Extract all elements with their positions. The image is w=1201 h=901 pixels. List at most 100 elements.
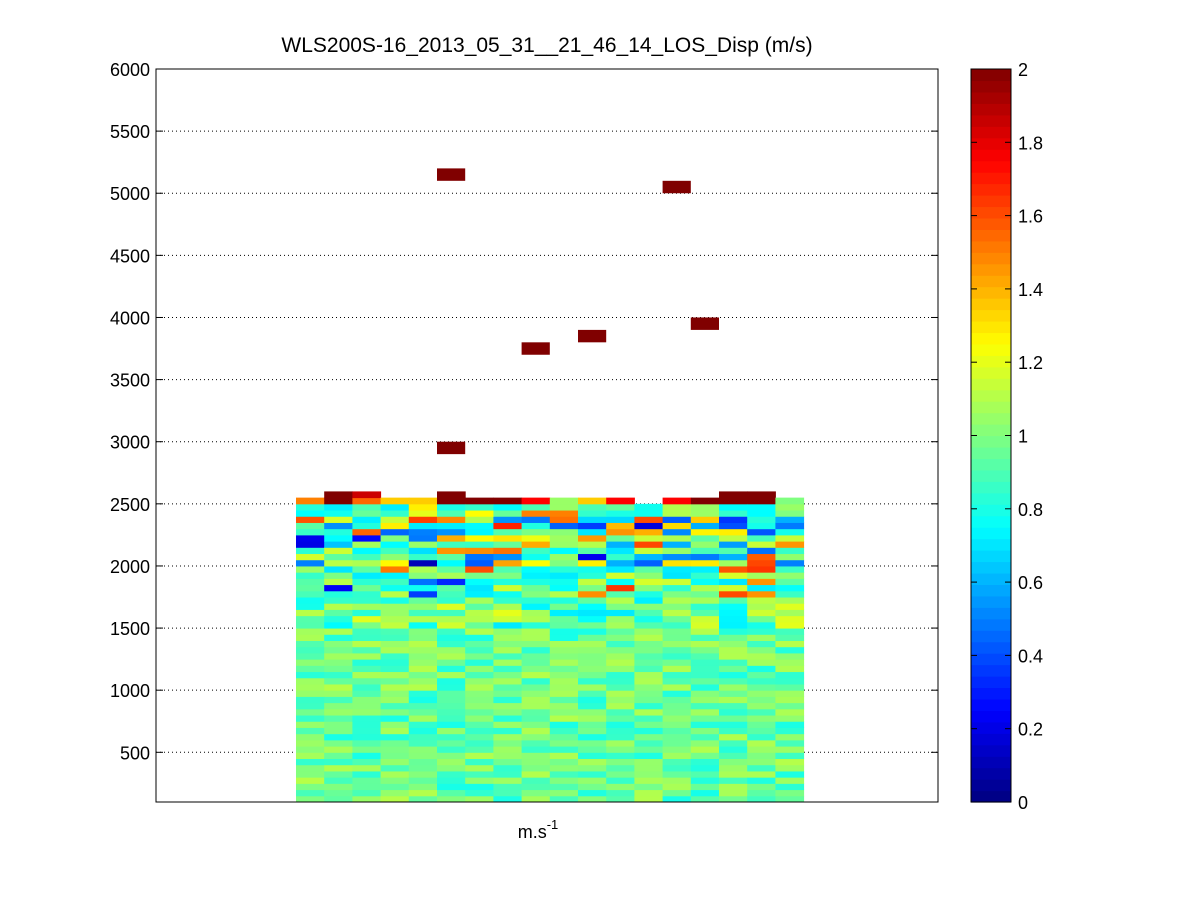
heatmap-cell [606,764,635,772]
heatmap-cell [380,652,410,660]
heatmap-cell [549,671,579,679]
heatmap-cell [437,646,466,654]
heatmap-cell [549,789,579,797]
heatmap-cell [690,597,720,604]
heatmap-cell [690,528,720,536]
heatmap-cell [634,621,664,629]
heatmap-cell [690,677,720,685]
heatmap-cell [324,634,353,641]
heatmap-cell [775,708,805,716]
heatmap-cell [493,739,523,747]
heatmap-cell [662,640,692,648]
heatmap-cell [747,572,776,579]
heatmap-cell [465,733,494,741]
heatmap-cell [634,565,664,573]
heatmap-cell [606,715,635,722]
colorbar-band [971,343,1011,356]
heatmap-cell [521,634,551,641]
heatmap-cell-upper [324,497,353,505]
heatmap-cell [634,572,664,579]
heatmap-cell [465,746,494,753]
colorbar-band [971,412,1011,425]
heatmap-cell [437,615,466,623]
heatmap-cell [352,715,382,722]
heatmap-cell [775,690,805,697]
colorbar-band [971,687,1011,700]
heatmap-cell [380,615,410,623]
heatmap-cell [549,746,579,753]
heatmap-cell [465,565,494,573]
heatmap-cell [719,609,748,617]
heatmap-cell [549,621,579,629]
heatmap-cell [775,584,805,592]
heatmap-cell-upper [747,510,776,517]
heatmap-cell-upper [408,503,438,511]
heatmap-cell-upper [606,497,635,505]
heatmap-cell [634,640,664,648]
heatmap-cell [324,727,353,735]
heatmap-cell-upper [352,510,382,517]
heatmap-cell [493,752,523,760]
heatmap-cell [521,522,551,530]
heatmap-cell [690,727,720,735]
heatmap-cell [380,659,410,666]
colorbar-band [971,550,1011,563]
heatmap-cell [493,721,523,728]
heatmap-cell [437,758,466,766]
heatmap-cell [606,621,635,629]
heatmap-cell-upper [662,497,692,505]
heatmap-cell-upper [352,503,382,511]
colorbar-band [971,515,1011,528]
heatmap-cell [296,783,325,791]
heatmap-cell [719,733,748,741]
heatmap-cell [690,721,720,728]
heatmap-cell [521,652,551,660]
y-tick-label: 4500 [110,246,150,266]
heatmap-cell [719,789,748,797]
heatmap-cell [521,739,551,747]
colorbar-band [971,183,1011,196]
heatmap-cell [408,522,438,530]
heatmap-cell [747,590,776,598]
y-tick-label: 1500 [110,619,150,639]
heatmap-cell [352,547,382,555]
heatmap-cell [690,659,720,666]
outlier-cell [578,329,607,343]
heatmap-cell [690,733,720,741]
heatmap-cell [606,727,635,735]
colorbar-band [971,114,1011,127]
heatmap-cell [437,597,466,604]
heatmap-cell [606,752,635,760]
heatmap-cell [521,609,551,617]
colorbar-band [971,492,1011,505]
colorbar-band [971,664,1011,677]
heatmap-cell [493,715,523,722]
heatmap-cell [437,559,466,567]
heatmap-cell [521,541,551,548]
heatmap-cell [324,609,353,617]
heatmap-cell-upper [775,503,805,511]
heatmap-cell [324,559,353,567]
heatmap-cell [747,702,776,710]
heatmap-cell [690,547,720,555]
heatmap-cell [549,634,579,641]
heatmap-cell [408,553,438,561]
heatmap-cell [549,752,579,760]
heatmap-cell [493,690,523,697]
heatmap-cell [578,733,607,741]
colorbar-band [971,618,1011,631]
colorbar-band [971,469,1011,482]
heatmap-cell [521,584,551,592]
heatmap-cell [719,665,748,673]
heatmap-cell [493,528,523,536]
heatmap-cell [775,683,805,691]
heatmap-cell [549,659,579,666]
heatmap-cell [493,764,523,772]
heatmap-cell [465,628,494,635]
heatmap-cell [690,603,720,610]
heatmap-cell [521,590,551,598]
heatmap-cell [578,696,607,704]
heatmap-cell [578,659,607,666]
heatmap-cell [296,677,325,685]
heatmap-cell [578,665,607,673]
